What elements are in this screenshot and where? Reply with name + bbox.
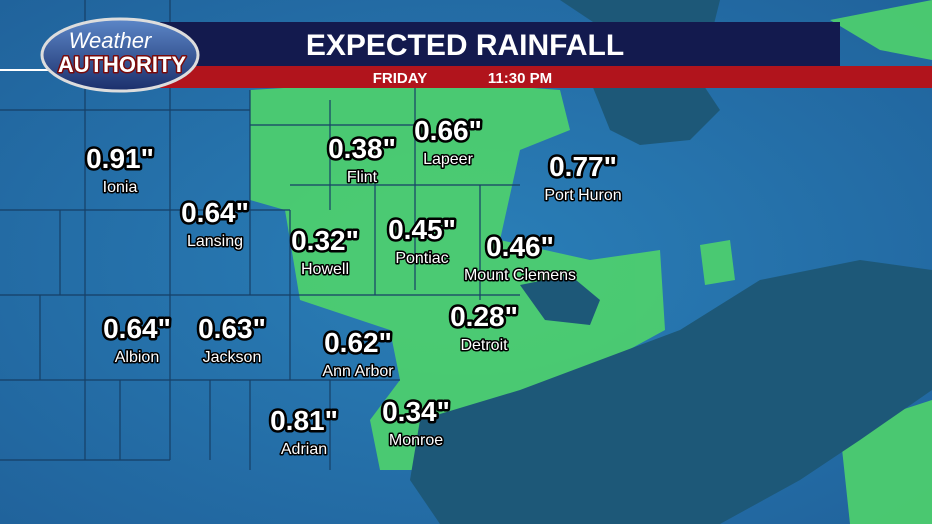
rain-amount: 0.28": [450, 301, 518, 332]
rain-amount: 0.64": [181, 197, 249, 228]
city-name: Jackson: [203, 349, 262, 366]
title: EXPECTED RAINFALL: [306, 29, 624, 62]
rain-amount: 0.62": [324, 327, 392, 358]
rain-amount: 0.38": [328, 133, 396, 164]
rain-amount: 0.66": [414, 115, 482, 146]
city-name: Monroe: [389, 432, 443, 449]
rain-amount: 0.77": [549, 151, 617, 182]
logo-bottom: AUTHORITY: [58, 52, 187, 77]
city-name: Albion: [115, 349, 159, 366]
city-name: Port Huron: [544, 187, 621, 204]
city-name: Mount Clemens: [464, 267, 576, 284]
city-name: Adrian: [281, 441, 327, 458]
time: 11:30 PM: [488, 70, 552, 87]
city-name: Detroit: [460, 337, 508, 354]
city-name: Flint: [347, 169, 378, 186]
lakes: [410, 0, 932, 524]
city-name: Lansing: [187, 233, 243, 250]
rain-amount: 0.34": [382, 396, 450, 427]
day: FRIDAY: [373, 70, 427, 87]
rain-amount: 0.91": [86, 143, 154, 174]
city-name: Pontiac: [395, 250, 448, 267]
city-name: Lapeer: [423, 151, 473, 168]
rain-amount: 0.64": [103, 313, 171, 344]
rain-amount: 0.32": [291, 225, 359, 256]
rain-amount: 0.45": [388, 214, 456, 245]
rain-areas: [250, 0, 932, 524]
city-name: Ionia: [103, 179, 138, 196]
rain-amount: 0.81": [270, 405, 338, 436]
city-name: Howell: [301, 261, 349, 278]
logo-top: Weather: [69, 28, 153, 53]
logo-badge: [40, 17, 200, 93]
city-name: Ann Arbor: [322, 363, 394, 380]
rain-amount: 0.63": [198, 313, 266, 344]
county-lines: [0, 0, 520, 470]
title-bar: [160, 22, 840, 66]
rain-amount: 0.46": [486, 231, 554, 262]
time-bar: [160, 66, 932, 88]
